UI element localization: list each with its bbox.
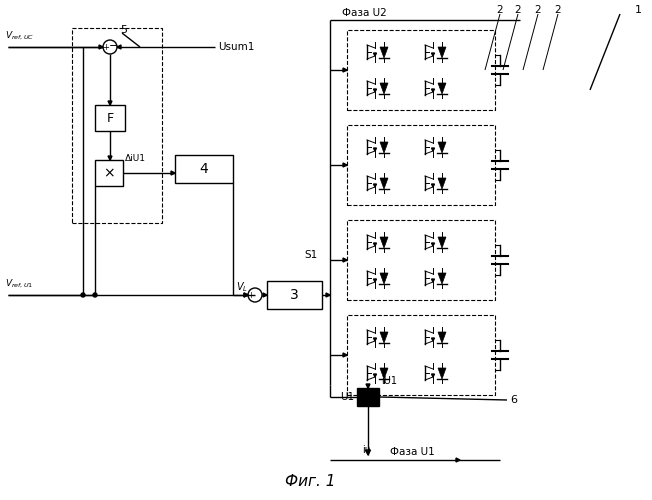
Bar — [347, 220, 495, 300]
Text: Фиг. 1: Фиг. 1 — [285, 474, 335, 490]
Text: U1: U1 — [340, 392, 354, 402]
Polygon shape — [438, 237, 446, 248]
Text: F: F — [106, 112, 113, 124]
Text: ΔiU1: ΔiU1 — [125, 154, 146, 163]
Text: $V_{ref,U1}$: $V_{ref,U1}$ — [5, 278, 33, 290]
Polygon shape — [380, 237, 388, 248]
Polygon shape — [99, 45, 103, 49]
Polygon shape — [244, 293, 248, 297]
Text: $V_{ref,UC}$: $V_{ref,UC}$ — [5, 30, 34, 42]
Polygon shape — [108, 156, 112, 160]
Text: 2: 2 — [497, 5, 503, 15]
Polygon shape — [374, 374, 376, 377]
Bar — [347, 315, 495, 395]
Bar — [95, 160, 123, 186]
Text: +: + — [248, 292, 254, 300]
Text: −: − — [110, 41, 119, 51]
Polygon shape — [374, 338, 376, 341]
Polygon shape — [438, 273, 446, 284]
Text: Usum1: Usum1 — [218, 42, 254, 52]
Text: iU1: iU1 — [381, 376, 397, 386]
Polygon shape — [380, 83, 388, 94]
Polygon shape — [374, 148, 376, 151]
Polygon shape — [456, 458, 460, 462]
Text: ×: × — [103, 166, 115, 180]
Polygon shape — [432, 279, 434, 282]
Polygon shape — [326, 293, 330, 297]
Polygon shape — [438, 47, 446, 58]
Polygon shape — [432, 243, 434, 246]
Text: Фаза U1: Фаза U1 — [390, 447, 435, 457]
Text: +: + — [102, 44, 110, 52]
Polygon shape — [438, 332, 446, 343]
Bar — [95, 105, 125, 131]
Polygon shape — [374, 89, 376, 92]
Bar — [175, 155, 233, 183]
Bar — [72, 28, 162, 223]
Polygon shape — [432, 374, 434, 377]
Polygon shape — [380, 142, 388, 153]
Polygon shape — [374, 279, 376, 282]
Polygon shape — [380, 178, 388, 189]
Text: 6: 6 — [510, 395, 517, 405]
Polygon shape — [343, 353, 347, 357]
Polygon shape — [432, 89, 434, 92]
Polygon shape — [343, 258, 347, 262]
Polygon shape — [343, 68, 347, 72]
Polygon shape — [432, 148, 434, 151]
Polygon shape — [374, 243, 376, 246]
Polygon shape — [366, 384, 370, 388]
Polygon shape — [380, 273, 388, 284]
Polygon shape — [366, 450, 370, 455]
Polygon shape — [171, 171, 175, 175]
Polygon shape — [374, 53, 376, 56]
Circle shape — [81, 293, 85, 297]
Polygon shape — [438, 178, 446, 189]
Polygon shape — [432, 184, 434, 187]
Text: 4: 4 — [200, 162, 209, 176]
Polygon shape — [438, 368, 446, 379]
Polygon shape — [432, 53, 434, 56]
Polygon shape — [244, 293, 248, 297]
Polygon shape — [117, 45, 121, 49]
Polygon shape — [438, 142, 446, 153]
Text: iυ: iυ — [362, 445, 370, 455]
Polygon shape — [432, 338, 434, 341]
Circle shape — [93, 293, 97, 297]
Bar — [267, 281, 322, 309]
Text: S1: S1 — [304, 250, 318, 260]
Bar — [347, 30, 495, 110]
Polygon shape — [263, 293, 267, 297]
Polygon shape — [343, 163, 347, 167]
Polygon shape — [380, 47, 388, 58]
Polygon shape — [438, 83, 446, 94]
Text: 1: 1 — [634, 5, 642, 15]
Text: $V_L$: $V_L$ — [236, 280, 248, 294]
Text: Фаза U2: Фаза U2 — [342, 8, 387, 18]
Text: 2: 2 — [535, 5, 541, 15]
Bar — [347, 125, 495, 205]
Polygon shape — [380, 368, 388, 379]
Text: 2: 2 — [514, 5, 522, 15]
Text: 5: 5 — [120, 25, 127, 35]
Polygon shape — [108, 101, 112, 105]
Text: 3: 3 — [290, 288, 299, 302]
Polygon shape — [374, 184, 376, 187]
Text: 2: 2 — [555, 5, 561, 15]
Polygon shape — [380, 332, 388, 343]
Bar — [357, 388, 379, 406]
